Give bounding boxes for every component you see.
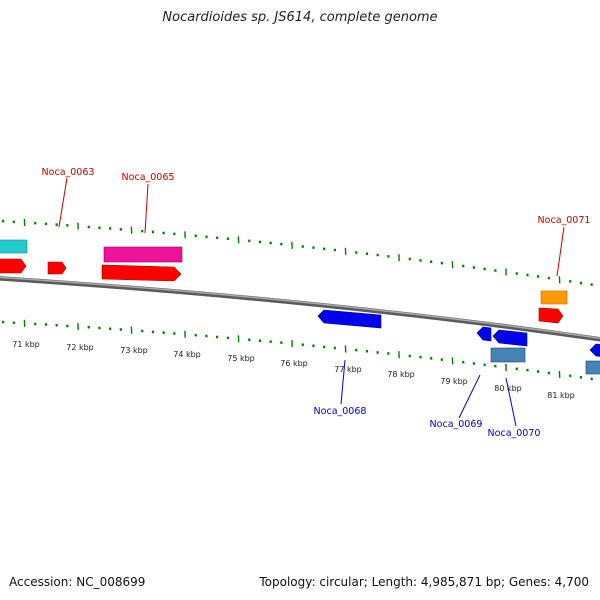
scale-label-77kbp: 77 kbp	[334, 365, 362, 374]
cds-reverse-arrow-edge[interactable]	[589, 343, 600, 357]
upper-tick-row	[1, 218, 593, 287]
scale-label-73kbp: 73 kbp	[120, 346, 148, 355]
map-title: Nocardioides sp. JS614, complete genome	[162, 10, 438, 25]
noca-0068-leader	[340, 359, 346, 405]
cds-noca-0068-arrow[interactable]	[317, 309, 382, 329]
scale-label-81kbp: 81 kbp	[547, 391, 575, 400]
cds-cyan-block[interactable]	[0, 239, 28, 254]
gene-noca-0065-block[interactable]	[103, 246, 183, 263]
cds-forward-arrow[interactable]	[0, 258, 27, 274]
cds-noca-0071-arrow[interactable]	[538, 307, 564, 324]
scale-label-78kbp: 78 kbp	[387, 370, 415, 379]
gene-noca-0071-block[interactable]	[540, 290, 568, 305]
genome-backbone	[0, 276, 600, 342]
scale-label-74kbp: 74 kbp	[173, 350, 201, 359]
noca-0071-leader	[556, 226, 565, 277]
lower-tick-row	[1, 319, 593, 381]
gene-label-noca-0063[interactable]: Noca_0063	[42, 167, 95, 178]
gene-label-noca-0070[interactable]: Noca_0070	[488, 428, 541, 439]
noca-0069-leader	[458, 374, 481, 419]
noca-0063-leader	[58, 177, 68, 228]
cds-noca-0069-arrow[interactable]	[492, 329, 528, 347]
reverse-features	[317, 309, 600, 375]
scale-labels: 71 kbp 72 kbp 73 kbp 74 kbp 75 kbp 76 kb…	[12, 340, 575, 400]
scale-label-76kbp: 76 kbp	[280, 359, 308, 368]
gene-label-noca-0068[interactable]: Noca_0068	[314, 406, 367, 417]
gene-label-noca-0071[interactable]: Noca_0071	[538, 215, 591, 226]
scale-label-71kbp: 71 kbp	[12, 340, 40, 349]
forward-features	[0, 239, 568, 324]
accession-text: Accession: NC_008699	[9, 575, 146, 589]
noca-0070-leader	[505, 377, 517, 427]
gene-steelblue-block-edge[interactable]	[585, 360, 600, 375]
gene-label-noca-0065[interactable]: Noca_0065	[122, 172, 175, 183]
scale-label-79kbp: 79 kbp	[440, 377, 468, 386]
cds-noca-0065-arrow[interactable]	[101, 264, 182, 282]
scale-label-72kbp: 72 kbp	[66, 343, 94, 352]
scale-label-75kbp: 75 kbp	[227, 354, 255, 363]
noca-0065-leader	[144, 183, 149, 234]
cds-forward-arrow[interactable]	[47, 261, 67, 275]
topology-summary-text: Topology: circular; Length: 4,985,871 bp…	[259, 575, 589, 589]
cds-reverse-arrow[interactable]	[476, 326, 492, 342]
gene-noca-0070-block[interactable]	[490, 347, 526, 363]
gene-label-noca-0069[interactable]: Noca_0069	[430, 419, 483, 430]
